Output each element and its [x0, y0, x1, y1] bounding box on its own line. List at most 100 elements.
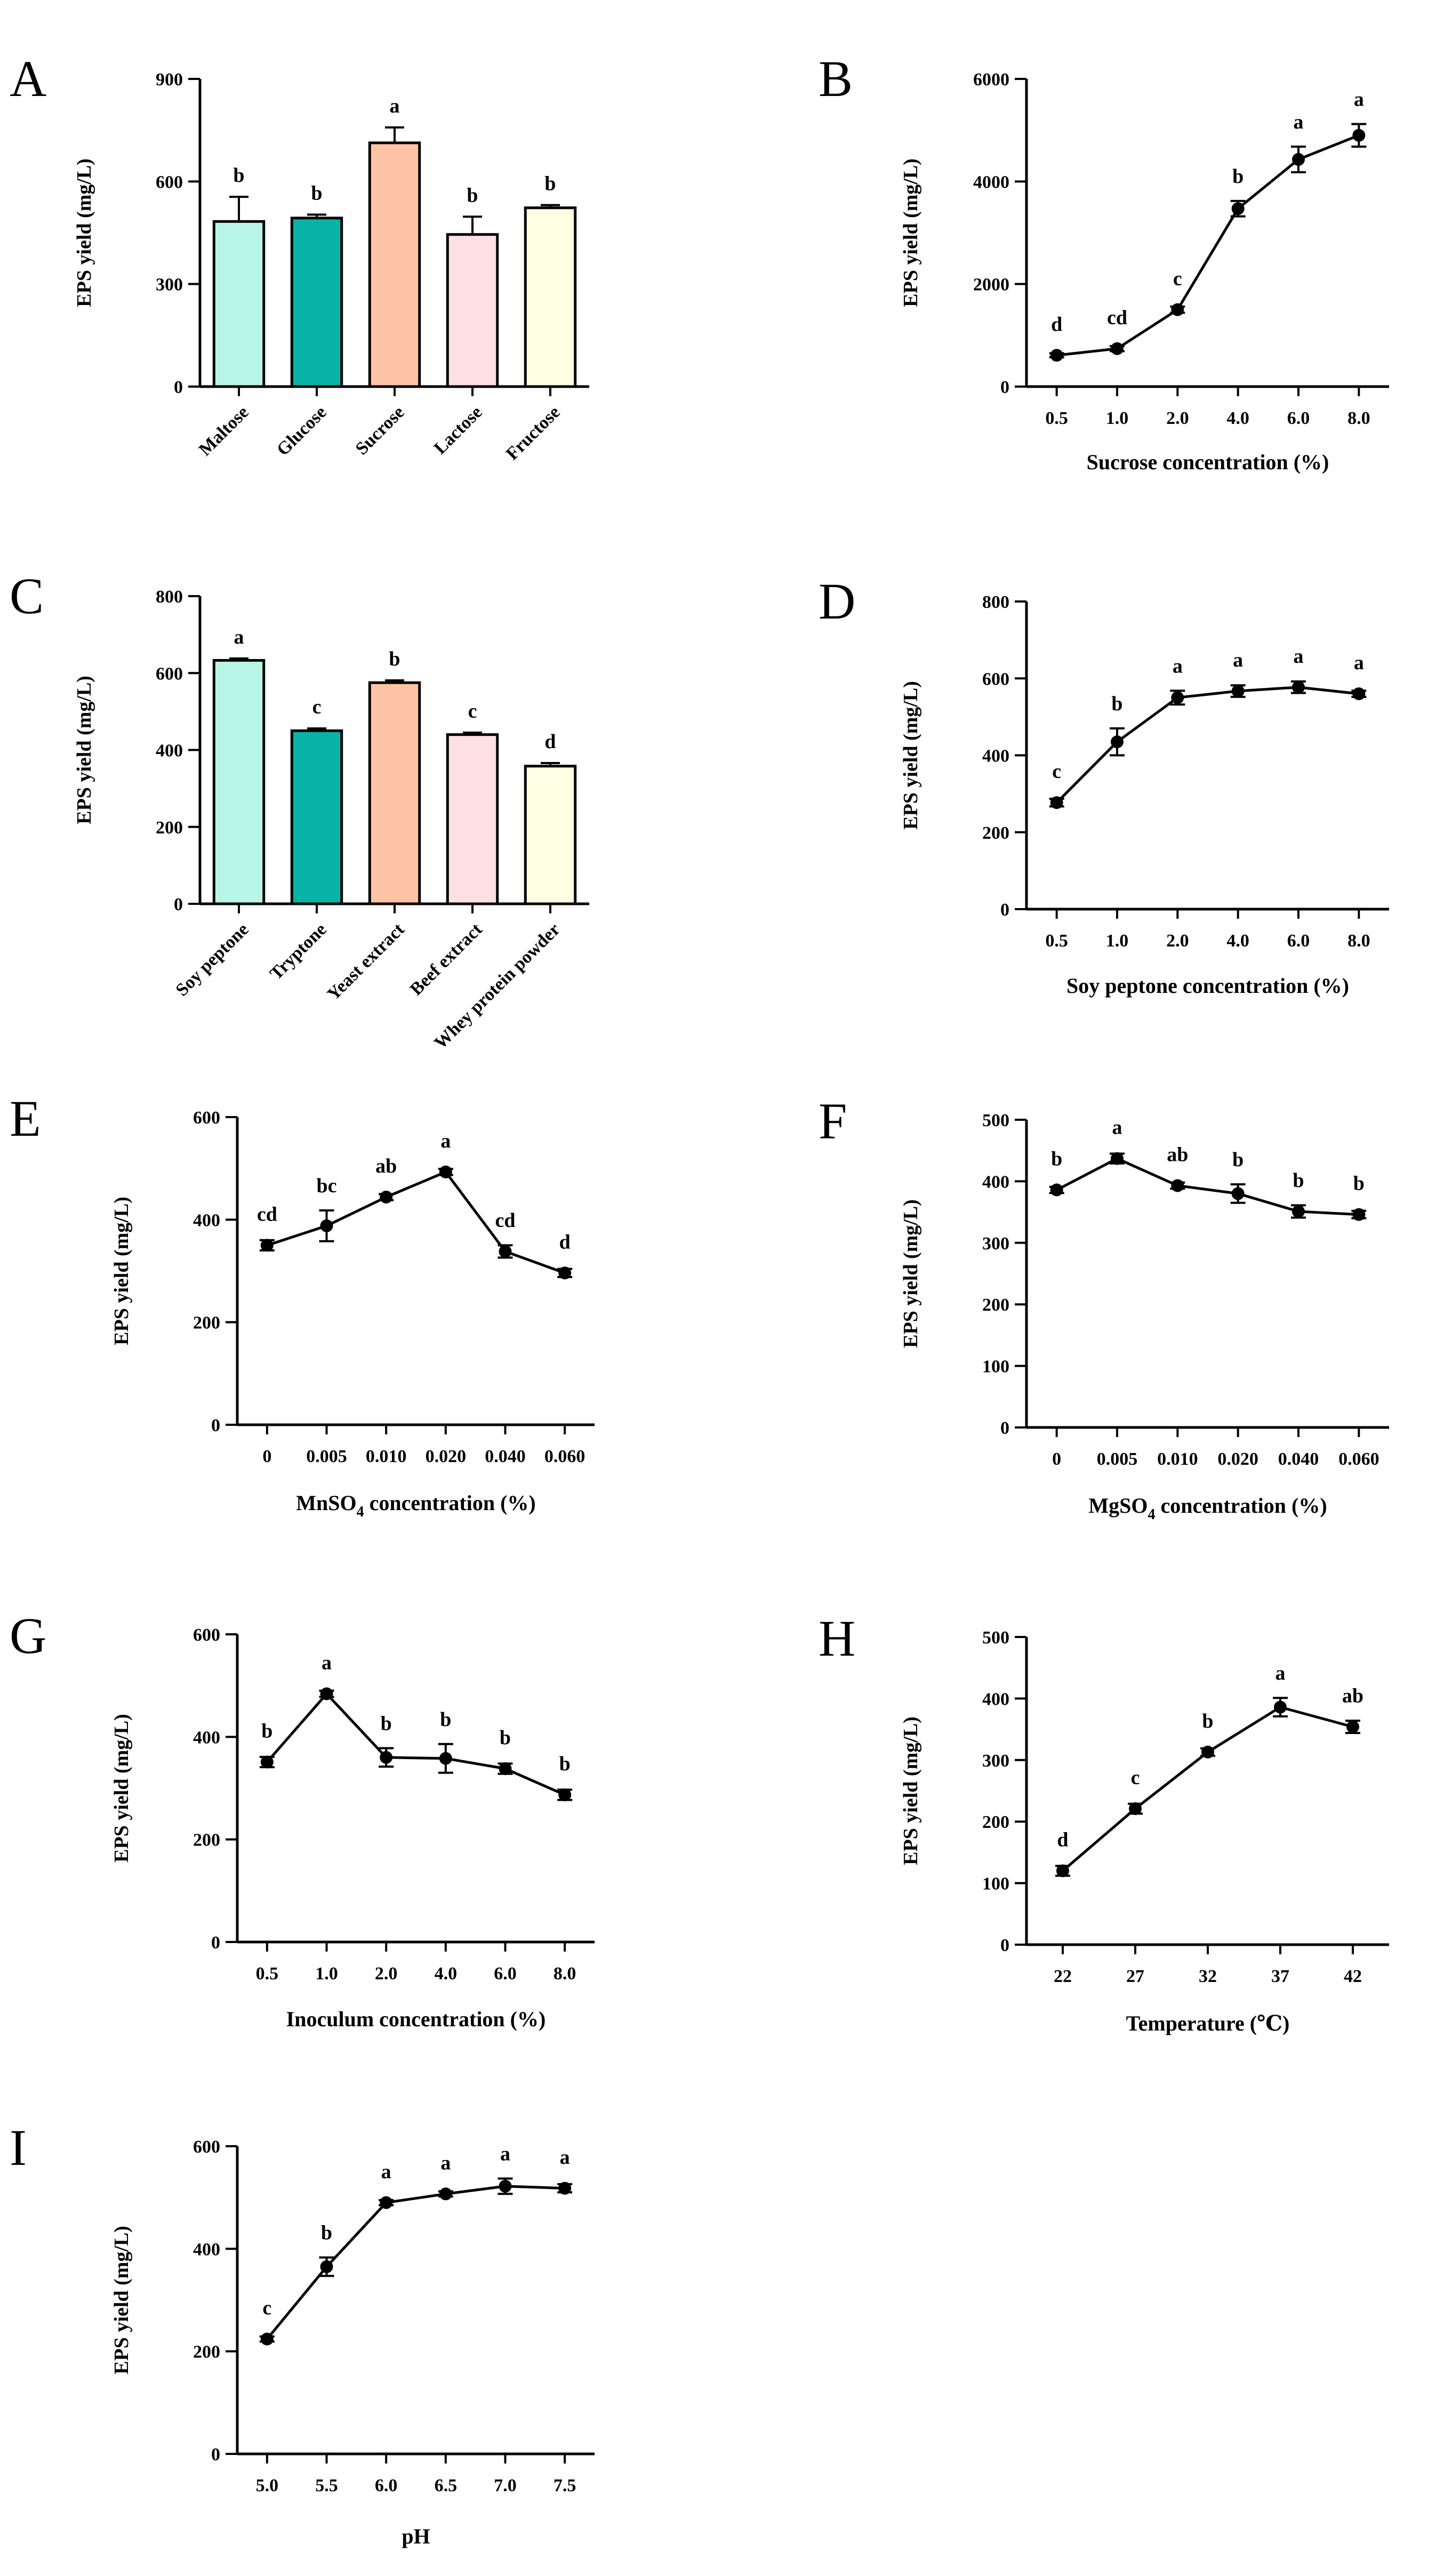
significance-letter: a [440, 1130, 451, 1152]
x-axis-label: Soy peptone concentration (%) [1066, 974, 1349, 998]
x-tick-label: 4.0 [1226, 931, 1249, 951]
significance-letter: a [1233, 649, 1243, 671]
panel-letter: H [819, 1610, 855, 1667]
x-tick-label: 0.005 [1097, 1449, 1138, 1469]
x-tick-label: 0.010 [366, 1447, 407, 1466]
x-tick-label: 0 [1052, 1449, 1061, 1469]
significance-letter: a [560, 2146, 570, 2169]
series-line [1055, 686, 1359, 804]
significance-letter: b [467, 184, 478, 206]
data-point [1050, 1183, 1063, 1197]
significance-letter: a [500, 2143, 510, 2165]
significance-letter: b [261, 1720, 272, 1742]
y-tick-label: 600 [193, 2137, 220, 2157]
panel-letter: A [10, 50, 46, 107]
y-axis-label: EPS yield (mg/L) [110, 1197, 133, 1345]
significance-letter: ab [1342, 1684, 1363, 1707]
x-tick-label: 6.0 [494, 1964, 517, 1984]
data-point [1231, 1187, 1245, 1200]
x-tick-label: 0.010 [1157, 1449, 1198, 1469]
series-line [1056, 1157, 1359, 1216]
x-tick-label: 0.5 [1045, 408, 1068, 428]
significance-letter: a [1173, 655, 1183, 677]
x-tick-label: 0.020 [426, 1447, 467, 1466]
x-tick-label: 32 [1199, 1967, 1217, 1986]
significance-letter: b [1111, 693, 1122, 715]
x-axis-label-main: MgSO [1088, 1494, 1148, 1518]
bar [368, 141, 421, 388]
panel-b: B 0 2000 4000 6000 EPS yield (mg/L) d 0.5 cd 1.0 c… [819, 50, 1389, 474]
x-tick-label: 1.0 [1106, 408, 1129, 428]
data-point [439, 1752, 452, 1765]
panel-d: D 0 200 400 600 800 EPS yield (mg/L) c 0.5 b 1.0 a 2… [819, 573, 1389, 998]
y-tick-label: 100 [982, 1874, 1009, 1894]
bar [290, 729, 343, 905]
y-tick-label: 500 [982, 1628, 1009, 1648]
data-point [380, 1751, 393, 1764]
significance-letter: a [390, 95, 400, 117]
y-tick-label: 0 [1000, 1418, 1009, 1438]
y-tick-label: 0 [1000, 378, 1009, 397]
y-tick-label: 200 [982, 823, 1009, 843]
y-tick-label: 400 [193, 2240, 220, 2259]
y-tick-label: 0 [1000, 1936, 1009, 1955]
data-point [1111, 342, 1124, 355]
y-axis-label: EPS yield (mg/L) [900, 1199, 922, 1348]
significance-letter: b [559, 1753, 571, 1775]
y-tick-label: 0 [211, 2445, 220, 2465]
significance-letter: d [559, 1231, 571, 1253]
panel-i: I 0 200 400 600 EPS yield (mg/L) c 5.0 b 5.5 a 6.0 a… [10, 2119, 595, 2548]
data-point [1171, 1179, 1184, 1192]
y-tick-label: 400 [982, 1172, 1009, 1192]
x-tick-label: 0.5 [256, 1964, 279, 1984]
data-point [1292, 153, 1305, 166]
y-tick-label: 800 [156, 587, 183, 607]
x-tick-label: Tryptone [266, 919, 331, 984]
x-axis-label: Temperature (℃) [1126, 2011, 1290, 2035]
significance-letter: c [1052, 760, 1061, 783]
y-tick-label: 400 [193, 1210, 220, 1230]
data-point [1231, 685, 1245, 698]
x-tick-label: 37 [1271, 1967, 1289, 1986]
panel-e: E 0 200 400 600 EPS yield (mg/L) cd 0 bc 0.005 ab 0… [10, 1090, 595, 1520]
x-tick-label: 6.0 [1287, 408, 1310, 428]
data-point [1171, 691, 1184, 704]
x-tick-label: 0 [262, 1447, 271, 1466]
x-tick-label: 0.005 [306, 1447, 347, 1466]
x-tick-label: Soy peptone [172, 919, 253, 1000]
data-point [1171, 303, 1184, 316]
significance-letter: ab [375, 1155, 397, 1177]
panel-h: H 0 100 200 300 400 500 EPS yield (mg/L) d 22 c 27 b… [819, 1610, 1389, 2035]
significance-letter: b [500, 1727, 511, 1749]
data-point [380, 2196, 393, 2209]
significance-letter: c [312, 696, 322, 718]
y-tick-label: 0 [211, 1933, 220, 1953]
data-point [1352, 1208, 1366, 1221]
y-tick-label: 300 [982, 1751, 1009, 1771]
data-point [1231, 202, 1245, 215]
data-point [499, 1762, 512, 1775]
y-axis-label: EPS yield (mg/L) [73, 676, 95, 824]
y-tick-label: 200 [193, 1313, 220, 1333]
data-point [1111, 1152, 1124, 1165]
x-tick-label: Whey protein powder [431, 919, 564, 1053]
x-tick-label: 6.5 [435, 2476, 458, 2495]
data-point [320, 2260, 333, 2273]
data-point [1292, 1205, 1305, 1218]
bar [368, 681, 421, 905]
y-axis-label: EPS yield (mg/L) [110, 1714, 133, 1863]
y-tick-label: 400 [982, 747, 1009, 766]
significance-letter: b [321, 2222, 332, 2244]
x-tick-label: 0.040 [485, 1447, 526, 1466]
data-point [558, 1266, 572, 1280]
x-axis-label-sub: 4 [357, 1504, 364, 1520]
y-tick-label: 0 [1000, 900, 1009, 920]
significance-letter: b [1232, 165, 1244, 188]
bar [212, 220, 266, 388]
x-axis-label: pH [402, 2524, 430, 2548]
y-tick-label: 600 [156, 172, 183, 192]
y-tick-label: 2000 [973, 275, 1009, 295]
x-tick-label: Yeast extract [324, 919, 408, 1004]
x-tick-label: Glucose [273, 402, 331, 460]
x-tick-label: 4.0 [1226, 408, 1249, 428]
